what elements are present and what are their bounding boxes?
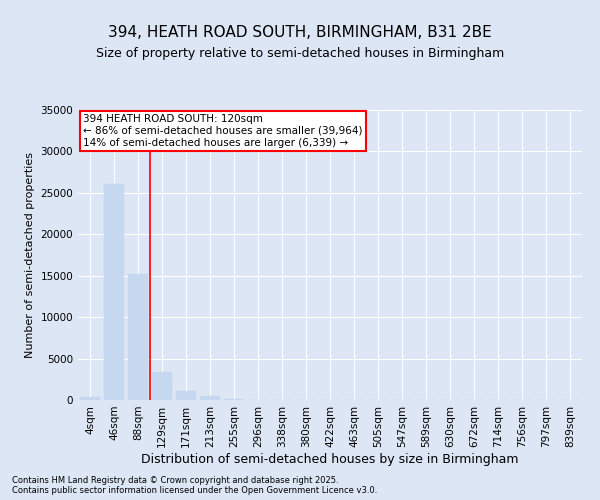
X-axis label: Distribution of semi-detached houses by size in Birmingham: Distribution of semi-detached houses by …: [141, 452, 519, 466]
Text: 394 HEATH ROAD SOUTH: 120sqm
← 86% of semi-detached houses are smaller (39,964)
: 394 HEATH ROAD SOUTH: 120sqm ← 86% of se…: [83, 114, 362, 148]
Bar: [152, 372, 172, 400]
Text: 394, HEATH ROAD SOUTH, BIRMINGHAM, B31 2BE: 394, HEATH ROAD SOUTH, BIRMINGHAM, B31 2…: [108, 25, 492, 40]
Bar: [176, 391, 196, 400]
Text: Size of property relative to semi-detached houses in Birmingham: Size of property relative to semi-detach…: [96, 48, 504, 60]
Bar: [224, 398, 244, 400]
Bar: [128, 274, 148, 400]
Bar: [80, 396, 100, 400]
Y-axis label: Number of semi-detached properties: Number of semi-detached properties: [25, 152, 35, 358]
Bar: [104, 184, 124, 400]
Bar: [200, 396, 220, 400]
Text: Contains HM Land Registry data © Crown copyright and database right 2025.
Contai: Contains HM Land Registry data © Crown c…: [12, 476, 377, 495]
